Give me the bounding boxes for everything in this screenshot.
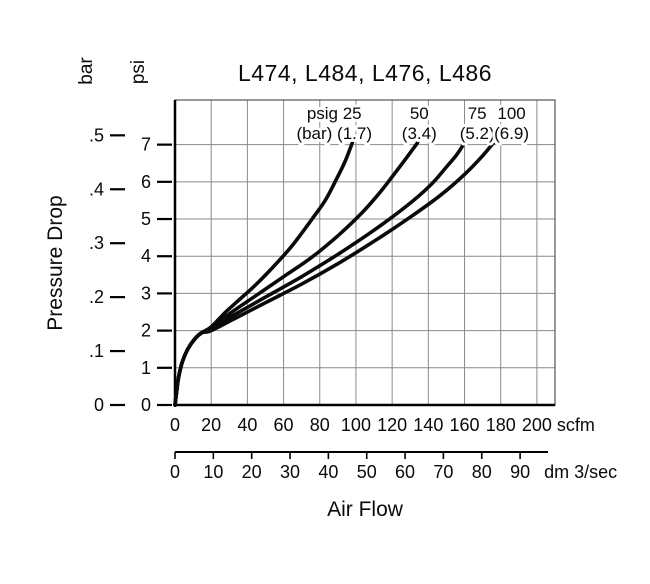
scfm-tick-label: 60 xyxy=(274,415,294,435)
psi-tick-label: 7 xyxy=(141,135,151,155)
scfm-tick-label: 140 xyxy=(413,415,443,435)
curve-label-100-psig: 100 xyxy=(497,104,525,123)
dm-tick-label: 90 xyxy=(510,462,530,482)
plot-border xyxy=(174,99,556,406)
bar-tick-label: .1 xyxy=(89,341,104,361)
dm-tick-label: 50 xyxy=(357,462,377,482)
psi-tick-label: 6 xyxy=(141,172,151,192)
x-axis-title: Air Flow xyxy=(327,498,403,521)
curve-sublabel-100-psig: (6.9) xyxy=(494,124,529,143)
curve-sublabel-50-psig: (3.4) xyxy=(402,124,437,143)
scfm-unit-label: scfm xyxy=(557,415,595,435)
psi-tick-label: 2 xyxy=(141,321,151,341)
dm-tick-label: 80 xyxy=(472,462,492,482)
scfm-tick-label: 120 xyxy=(377,415,407,435)
curve-label-75-psig: 75 xyxy=(468,104,487,123)
psi-tick-label: 5 xyxy=(141,209,151,229)
dm-tick-label: 0 xyxy=(170,462,180,482)
dm-tick-label: 40 xyxy=(318,462,338,482)
dm-tick-label: 70 xyxy=(433,462,453,482)
curve-label-50-psig: 50 xyxy=(410,104,429,123)
scfm-tick-label: 200 xyxy=(522,415,552,435)
scfm-tick-label: 160 xyxy=(450,415,480,435)
dm-tick-label: 10 xyxy=(203,462,223,482)
scfm-tick-label: 40 xyxy=(237,415,257,435)
bar-tick-label: .3 xyxy=(89,233,104,253)
scfm-tick-label: 100 xyxy=(341,415,371,435)
dm-tick-label: 30 xyxy=(280,462,300,482)
curve-100-psig xyxy=(173,141,496,407)
scfm-tick-label: 0 xyxy=(170,415,180,435)
psi-tick-label: 4 xyxy=(141,246,151,266)
scfm-tick-label: 180 xyxy=(486,415,516,435)
scfm-tick-label: 20 xyxy=(201,415,221,435)
dm-unit-label: dm 3/sec xyxy=(544,462,617,482)
psi-tick-label: 1 xyxy=(141,358,151,378)
chart-title: L474, L484, L476, L486 xyxy=(237,60,492,86)
bar-tick-label: .5 xyxy=(89,125,104,145)
bar-tick-label: 0 xyxy=(94,395,104,415)
scfm-tick-label: 80 xyxy=(310,415,330,435)
dm-tick-label: 60 xyxy=(395,462,415,482)
curve-sublabel-75-psig: (5.2) xyxy=(460,124,495,143)
curve-label-25-psig: psig 25 xyxy=(307,104,362,123)
bar-tick-label: .2 xyxy=(89,287,104,307)
curve-sublabel-25-psig: (bar) (1.7) xyxy=(296,124,372,143)
psi-tick-label: 3 xyxy=(141,283,151,303)
psi-tick-label: 0 xyxy=(141,395,151,415)
bar-tick-label: .4 xyxy=(89,179,104,199)
dm-tick-label: 20 xyxy=(242,462,262,482)
